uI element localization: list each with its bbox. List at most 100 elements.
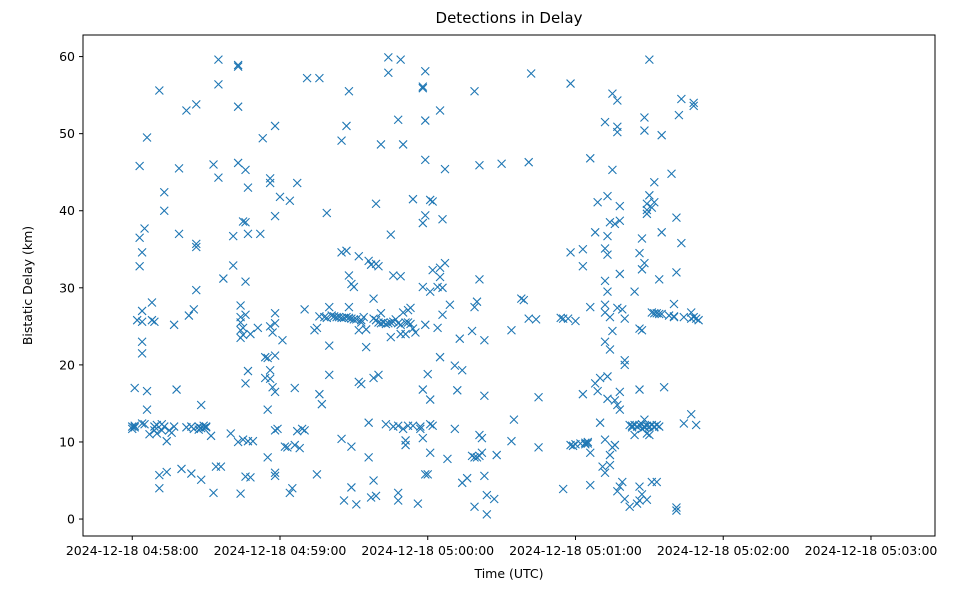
data-point — [174, 163, 184, 173]
data-point — [654, 309, 664, 319]
data-point — [408, 421, 418, 431]
data-point — [282, 442, 292, 452]
data-point — [233, 437, 243, 447]
data-point — [159, 206, 169, 216]
data-point — [689, 101, 699, 111]
data-point — [393, 488, 403, 498]
data-point — [507, 325, 516, 335]
data-point — [273, 424, 282, 434]
data-point — [354, 251, 364, 261]
data-point — [406, 319, 415, 329]
data-point — [428, 421, 438, 431]
data-point — [270, 387, 280, 397]
data-point — [482, 510, 492, 519]
data-point — [255, 229, 265, 239]
data-point — [154, 86, 164, 95]
data-point — [642, 205, 652, 215]
data-point — [600, 276, 610, 286]
data-point — [610, 219, 620, 229]
data-point — [241, 378, 250, 388]
data-point — [637, 234, 647, 243]
data-point — [324, 341, 334, 351]
data-point — [507, 436, 516, 446]
data-point — [418, 218, 428, 228]
y-tick-label: 60 — [59, 49, 75, 64]
data-point — [620, 314, 630, 324]
data-point — [676, 238, 686, 248]
data-point — [201, 422, 211, 432]
data-point — [238, 217, 248, 226]
data-point — [315, 389, 324, 399]
data-point — [608, 326, 617, 336]
data-point — [270, 318, 280, 328]
data-point — [243, 229, 253, 239]
data-point — [654, 274, 664, 284]
y-axis-label: Bistatic Delay (km) — [20, 226, 35, 345]
data-point — [265, 321, 275, 331]
data-point — [635, 496, 644, 505]
data-point — [462, 473, 472, 483]
data-point — [467, 326, 477, 336]
data-point — [270, 351, 280, 361]
data-point — [354, 325, 364, 335]
data-point — [140, 419, 149, 429]
data-point — [396, 320, 406, 330]
data-point — [445, 300, 455, 310]
data-point — [603, 231, 612, 241]
y-tick-label: 20 — [59, 357, 75, 372]
data-point — [630, 430, 639, 440]
data-point — [620, 360, 630, 370]
data-point — [364, 256, 374, 266]
data-point — [585, 448, 595, 458]
data-point — [383, 318, 393, 328]
data-point — [676, 94, 686, 104]
data-point — [233, 102, 243, 112]
data-point — [600, 468, 610, 478]
data-point — [137, 247, 147, 257]
data-point — [691, 314, 701, 324]
data-point — [420, 320, 430, 330]
data-point — [425, 419, 435, 429]
data-point — [585, 480, 595, 490]
data-point — [295, 443, 305, 453]
data-point — [209, 160, 218, 169]
data-point — [470, 452, 479, 462]
data-point — [595, 373, 605, 383]
data-point — [154, 470, 164, 480]
data-point — [689, 98, 699, 108]
data-point — [246, 473, 255, 482]
x-tick-label: 2024-12-18 04:58:00 — [66, 543, 199, 558]
data-point — [443, 454, 452, 464]
data-point — [265, 178, 275, 188]
data-point — [669, 312, 679, 322]
data-point — [644, 55, 654, 65]
data-point — [349, 315, 359, 324]
data-point — [612, 400, 622, 410]
data-point — [418, 385, 428, 394]
data-point — [440, 258, 450, 268]
data-point — [152, 429, 162, 438]
data-point — [233, 60, 243, 70]
data-point — [420, 210, 430, 220]
data-point — [228, 261, 238, 270]
data-point — [420, 116, 430, 125]
data-point — [344, 271, 354, 280]
data-point — [258, 133, 268, 143]
y-tick-label: 50 — [59, 126, 75, 141]
x-tick-label: 2024-12-18 05:01:00 — [509, 543, 642, 558]
data-point — [191, 285, 201, 295]
data-point — [524, 314, 534, 324]
data-point — [135, 261, 145, 271]
data-point — [612, 303, 622, 313]
data-point — [265, 365, 275, 375]
data-point — [568, 441, 578, 451]
data-point — [642, 199, 652, 209]
data-point — [418, 433, 428, 443]
data-point — [578, 261, 588, 271]
data-point — [524, 157, 534, 167]
data-point — [214, 79, 223, 89]
data-point — [612, 96, 622, 105]
data-point — [452, 385, 462, 395]
data-point — [516, 294, 526, 303]
data-point — [408, 324, 418, 334]
